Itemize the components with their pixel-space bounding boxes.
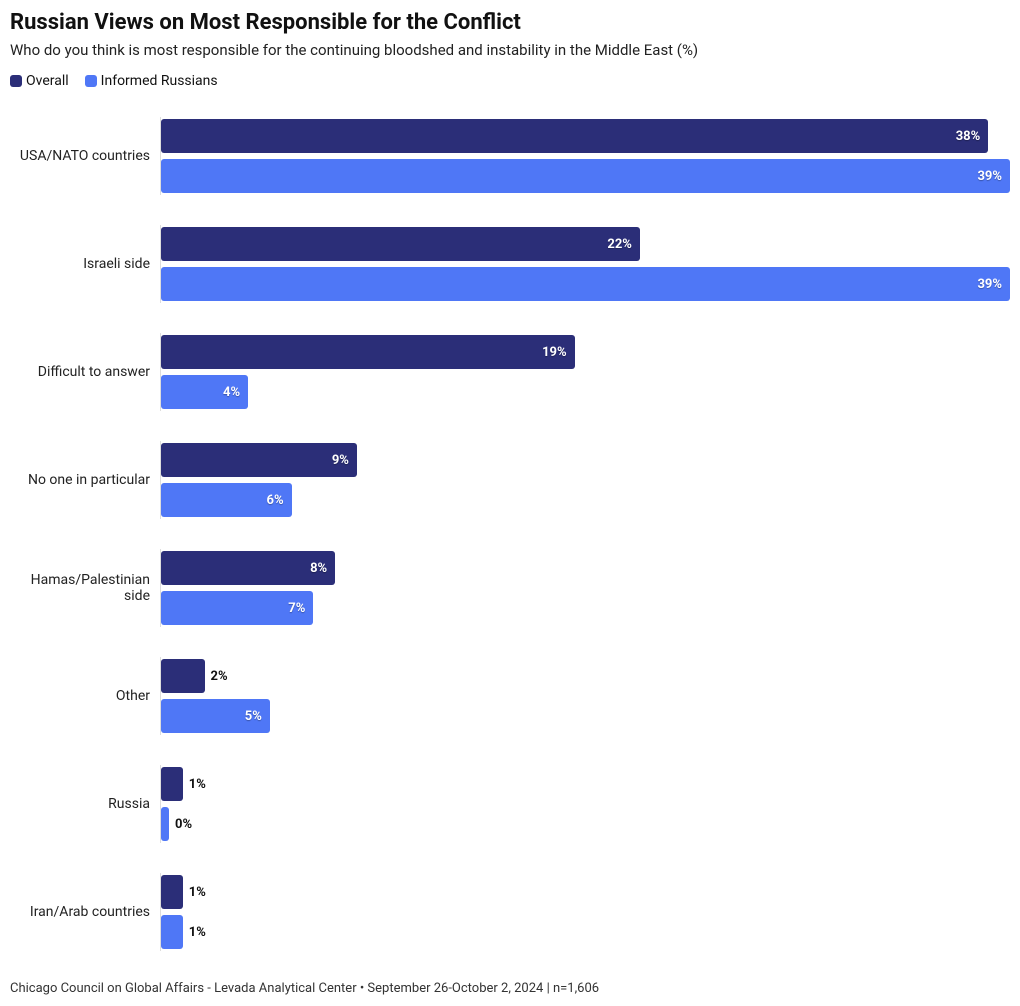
bar	[161, 767, 183, 801]
chart-row: Israeli side 22% 39%	[10, 225, 1010, 303]
source-footer: Chicago Council on Global Affairs - Leva…	[10, 981, 1010, 996]
legend-item: Informed Russians	[85, 73, 218, 89]
bar-group: 22% 39%	[160, 225, 1010, 303]
bar-wrap: 39%	[161, 267, 1010, 301]
bar-wrap: 4%	[161, 375, 1010, 409]
chart-row: Other 2% 5%	[10, 657, 1010, 735]
bar-value-label: 5%	[245, 709, 262, 724]
bar-value-label: 2%	[211, 669, 228, 684]
category-label: Hamas/Palestinian side	[10, 572, 160, 604]
chart-row: Iran/Arab countries 1% 1%	[10, 873, 1010, 951]
legend: Overall Informed Russians	[10, 73, 1010, 89]
chart-row: USA/NATO countries 38% 39%	[10, 117, 1010, 195]
bar: 7%	[161, 591, 313, 625]
bar-value-label: 4%	[223, 385, 240, 400]
bar-value-label: 8%	[310, 561, 327, 576]
bar-wrap: 1%	[161, 915, 1010, 949]
bar-group: 19% 4%	[160, 333, 1010, 411]
bar-value-label: 0%	[175, 817, 192, 832]
chart-row: No one in particular 9% 6%	[10, 441, 1010, 519]
bar: 5%	[161, 699, 270, 733]
bar-wrap: 19%	[161, 335, 1010, 369]
bar-chart: USA/NATO countries 38% 39% Israeli side 22% 3…	[10, 117, 1010, 951]
chart-title: Russian Views on Most Responsible for th…	[10, 10, 1010, 35]
legend-swatch	[85, 75, 97, 87]
bar-group: 1% 1%	[160, 873, 1010, 951]
bar	[161, 807, 169, 841]
bar-group: 8% 7%	[160, 549, 1010, 627]
bar: 4%	[161, 375, 248, 409]
legend-swatch	[10, 75, 22, 87]
legend-label: Overall	[26, 73, 69, 89]
category-label: No one in particular	[10, 472, 160, 488]
bar-group: 2% 5%	[160, 657, 1010, 735]
chart-row: Hamas/Palestinian side 8% 7%	[10, 549, 1010, 627]
bar: 39%	[161, 159, 1010, 193]
bar: 9%	[161, 443, 357, 477]
bar-wrap: 8%	[161, 551, 1010, 585]
bar-value-label: 22%	[607, 237, 632, 252]
bar: 38%	[161, 119, 988, 153]
bar	[161, 659, 205, 693]
bar: 6%	[161, 483, 292, 517]
bar: 19%	[161, 335, 575, 369]
bar-value-label: 39%	[977, 277, 1002, 292]
bar-value-label: 1%	[189, 925, 206, 940]
bar	[161, 915, 183, 949]
category-label: USA/NATO countries	[10, 148, 160, 164]
bar-wrap: 2%	[161, 659, 1010, 693]
bar-value-label: 9%	[332, 453, 349, 468]
bar: 22%	[161, 227, 640, 261]
bar-value-label: 1%	[189, 885, 206, 900]
bar-value-label: 1%	[189, 777, 206, 792]
bar: 39%	[161, 267, 1010, 301]
bar-group: 1% 0%	[160, 765, 1010, 843]
category-label: Other	[10, 688, 160, 704]
bar: 8%	[161, 551, 335, 585]
bar-wrap: 7%	[161, 591, 1010, 625]
legend-label: Informed Russians	[101, 73, 218, 89]
bar-group: 9% 6%	[160, 441, 1010, 519]
bar-value-label: 6%	[267, 493, 284, 508]
chart-subtitle: Who do you think is most responsible for…	[10, 41, 1010, 59]
bar-value-label: 19%	[542, 345, 567, 360]
bar-wrap: 9%	[161, 443, 1010, 477]
bar	[161, 875, 183, 909]
bar-value-label: 39%	[977, 169, 1002, 184]
bar-wrap: 1%	[161, 875, 1010, 909]
bar-wrap: 1%	[161, 767, 1010, 801]
category-label: Israeli side	[10, 256, 160, 272]
bar-wrap: 22%	[161, 227, 1010, 261]
bar-value-label: 7%	[288, 601, 305, 616]
bar-wrap: 5%	[161, 699, 1010, 733]
category-label: Iran/Arab countries	[10, 904, 160, 920]
chart-row: Russia 1% 0%	[10, 765, 1010, 843]
category-label: Difficult to answer	[10, 364, 160, 380]
category-label: Russia	[10, 796, 160, 812]
bar-wrap: 6%	[161, 483, 1010, 517]
bar-value-label: 38%	[956, 129, 981, 144]
bar-wrap: 39%	[161, 159, 1010, 193]
chart-row: Difficult to answer 19% 4%	[10, 333, 1010, 411]
legend-item: Overall	[10, 73, 69, 89]
bar-group: 38% 39%	[160, 117, 1010, 195]
bar-wrap: 38%	[161, 119, 1010, 153]
bar-wrap: 0%	[161, 807, 1010, 841]
